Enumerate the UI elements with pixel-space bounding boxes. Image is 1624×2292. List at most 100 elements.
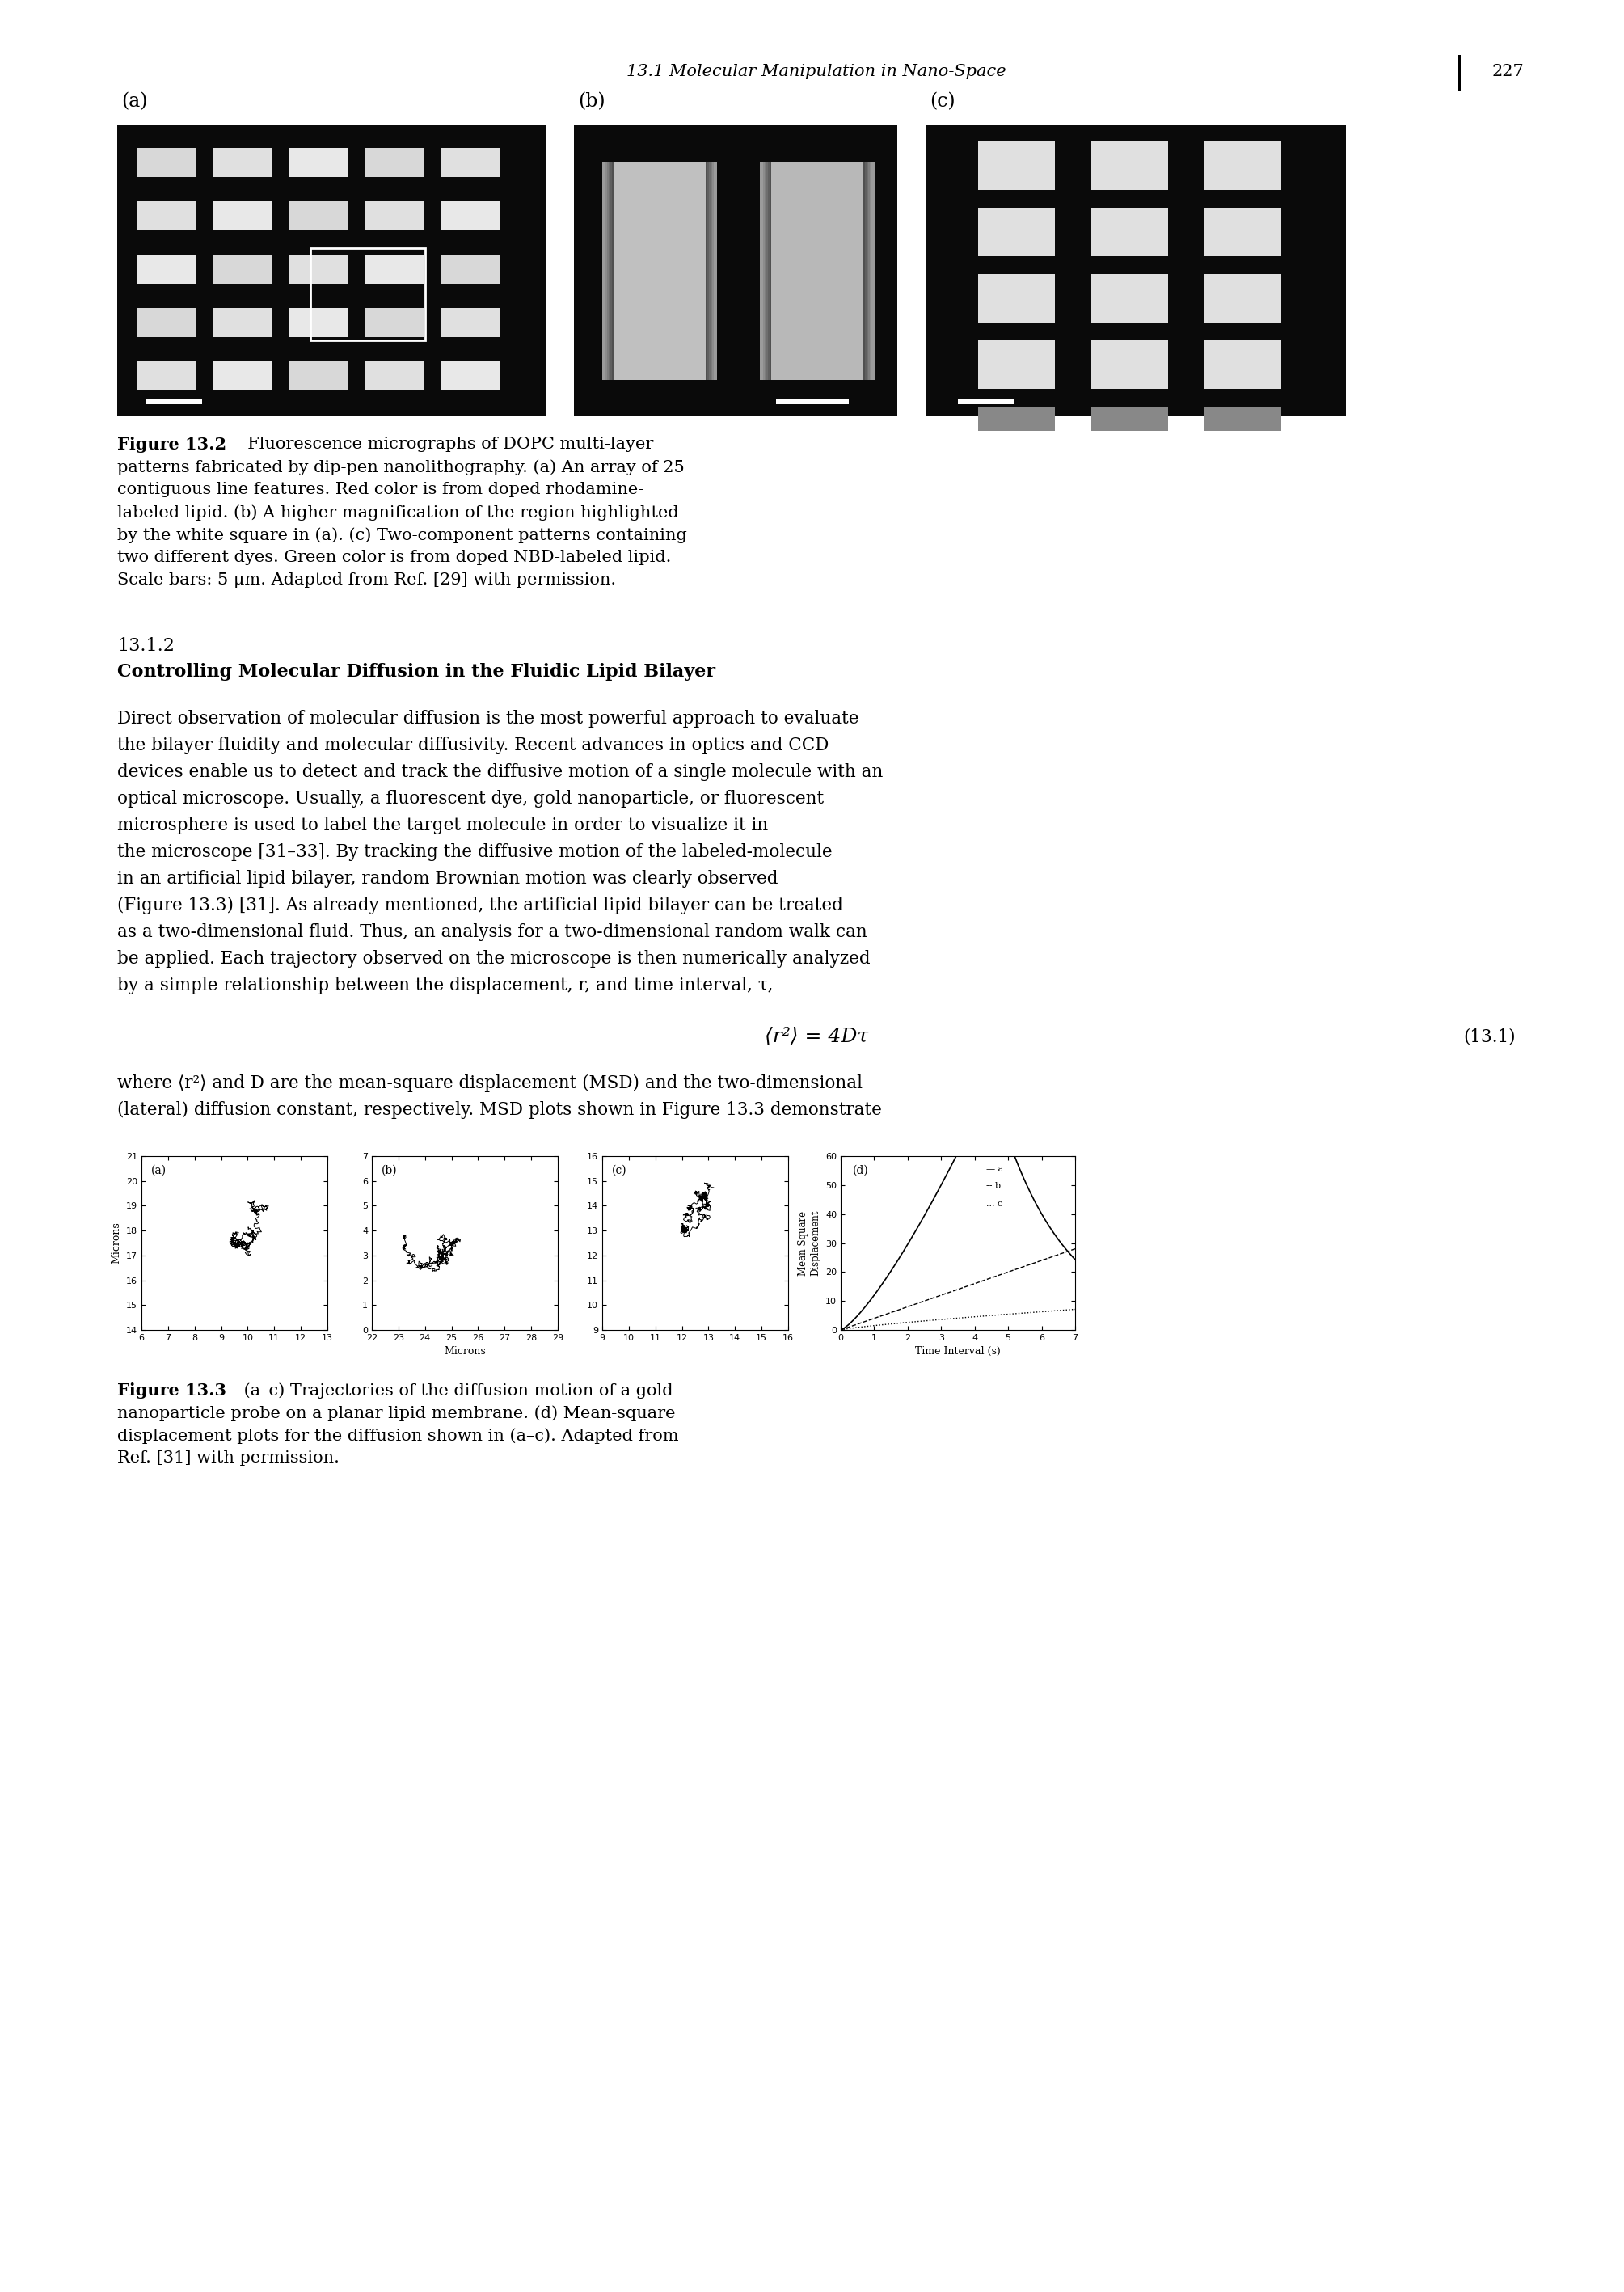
Bar (768, 163, 866, 380)
Text: (a–c) Trajectories of the diffusion motion of a gold: (a–c) Trajectories of the diffusion moti… (239, 1382, 672, 1398)
Bar (213, 362, 271, 390)
Text: (13.1): (13.1) (1463, 1027, 1515, 1045)
Text: (c): (c) (612, 1164, 627, 1176)
Bar (289, 149, 348, 176)
Bar (872, 163, 875, 380)
Text: 13.1.2: 13.1.2 (117, 637, 174, 656)
Bar (611, 163, 708, 380)
Bar (768, 163, 771, 380)
Bar (958, 399, 1015, 403)
Text: as a two-dimensional fluid. Thus, an analysis for a two-dimensional random walk : as a two-dimensional fluid. Thus, an ana… (117, 924, 867, 942)
Bar (611, 163, 614, 380)
Bar (365, 254, 424, 284)
Bar (289, 362, 348, 390)
Text: be applied. Each trajectory observed on the microscope is then numerically analy: be applied. Each trajectory observed on … (117, 949, 870, 967)
Text: in an artificial lipid bilayer, random Brownian motion was clearly observed: in an artificial lipid bilayer, random B… (117, 871, 778, 887)
Text: contiguous line features. Red color is from doped rhodamine-: contiguous line features. Red color is f… (117, 481, 643, 497)
Bar (1091, 275, 1168, 323)
Text: (a): (a) (122, 92, 148, 110)
Text: optical microscope. Usually, a fluorescent dye, gold nanoparticle, or fluorescen: optical microscope. Usually, a fluoresce… (117, 791, 823, 807)
Text: the microscope [31–33]. By tracking the diffusive motion of the labeled-molecule: the microscope [31–33]. By tracking the … (117, 843, 833, 862)
Y-axis label: Microns: Microns (110, 1222, 122, 1263)
Bar (978, 275, 1056, 323)
Text: by the white square in (a). (c) Two-component patterns containing: by the white square in (a). (c) Two-comp… (117, 527, 687, 543)
Bar (1091, 342, 1168, 390)
Text: Figure 13.3: Figure 13.3 (117, 1382, 226, 1398)
Text: 13.1 Molecular Manipulation in Nano-Space: 13.1 Molecular Manipulation in Nano-Spac… (627, 64, 1007, 78)
Bar (711, 163, 715, 380)
Bar (146, 399, 201, 403)
Bar (289, 254, 348, 284)
Text: microsphere is used to label the target molecule in order to visualize it in: microsphere is used to label the target … (117, 816, 768, 834)
Text: the bilayer fluidity and molecular diffusivity. Recent advances in optics and CC: the bilayer fluidity and molecular diffu… (117, 736, 828, 754)
Bar (978, 342, 1056, 390)
Bar (978, 406, 1056, 431)
Bar (926, 126, 1346, 417)
Bar (762, 163, 765, 380)
Bar (573, 126, 898, 417)
Bar (870, 163, 874, 380)
Bar (310, 248, 425, 342)
Text: devices enable us to detect and track the diffusive motion of a single molecule : devices enable us to detect and track th… (117, 763, 883, 782)
Bar (138, 149, 195, 176)
Bar (763, 163, 767, 380)
Text: by a simple relationship between the displacement, r, and time interval, τ,: by a simple relationship between the dis… (117, 976, 773, 995)
Text: Scale bars: 5 μm. Adapted from Ref. [29] with permission.: Scale bars: 5 μm. Adapted from Ref. [29]… (117, 573, 615, 587)
Bar (715, 163, 718, 380)
Bar (604, 163, 607, 380)
X-axis label: Time Interval (s): Time Interval (s) (916, 1345, 1000, 1357)
Bar (864, 163, 867, 380)
Bar (213, 307, 271, 337)
Text: — a: — a (986, 1164, 1004, 1174)
Bar (442, 362, 500, 390)
Bar (138, 362, 195, 390)
Bar (609, 163, 612, 380)
Text: patterns fabricated by dip-pen nanolithography. (a) An array of 25: patterns fabricated by dip-pen nanolitho… (117, 458, 684, 474)
Text: Fluorescence micrographs of DOPC multi-layer: Fluorescence micrographs of DOPC multi-l… (237, 435, 653, 452)
Bar (442, 307, 500, 337)
Bar (138, 202, 195, 231)
Bar (1091, 406, 1168, 431)
Bar (1458, 55, 1460, 92)
Bar (1205, 342, 1281, 390)
Bar (978, 209, 1056, 257)
Bar (706, 163, 710, 380)
Bar (365, 149, 424, 176)
Bar (607, 163, 611, 380)
Text: labeled lipid. (b) A higher magnification of the region highlighted: labeled lipid. (b) A higher magnificatio… (117, 504, 679, 520)
Text: ⟨r²⟩ = 4Dτ: ⟨r²⟩ = 4Dτ (765, 1027, 869, 1045)
Bar (213, 202, 271, 231)
Text: (Figure 13.3) [31]. As already mentioned, the artificial lipid bilayer can be tr: (Figure 13.3) [31]. As already mentioned… (117, 896, 843, 915)
Bar (760, 163, 763, 380)
Bar (442, 202, 500, 231)
Bar (776, 399, 849, 403)
X-axis label: Microns: Microns (443, 1345, 486, 1357)
Bar (1091, 209, 1168, 257)
Text: (a): (a) (151, 1164, 166, 1176)
Text: Direct observation of molecular diffusion is the most powerful approach to evalu: Direct observation of molecular diffusio… (117, 711, 859, 727)
Text: Figure 13.2: Figure 13.2 (117, 435, 226, 454)
Bar (603, 163, 606, 380)
Bar (978, 142, 1056, 190)
Bar (866, 163, 869, 380)
Text: (lateral) diffusion constant, respectively. MSD plots shown in Figure 13.3 demon: (lateral) diffusion constant, respective… (117, 1100, 882, 1118)
Bar (1205, 209, 1281, 257)
Bar (606, 163, 609, 380)
Text: (b): (b) (382, 1164, 396, 1176)
Bar (1091, 142, 1168, 190)
Text: Ref. [31] with permission.: Ref. [31] with permission. (117, 1451, 339, 1467)
Text: -- b: -- b (986, 1183, 1000, 1190)
Text: nanoparticle probe on a planar lipid membrane. (d) Mean-square: nanoparticle probe on a planar lipid mem… (117, 1405, 676, 1421)
Bar (213, 149, 271, 176)
Text: two different dyes. Green color is from doped NBD-labeled lipid.: two different dyes. Green color is from … (117, 550, 671, 566)
Text: displacement plots for the diffusion shown in (a–c). Adapted from: displacement plots for the diffusion sho… (117, 1428, 679, 1444)
Bar (365, 202, 424, 231)
Bar (289, 307, 348, 337)
Bar (765, 163, 768, 380)
Bar (708, 163, 711, 380)
Bar (767, 163, 770, 380)
Bar (289, 202, 348, 231)
Bar (138, 254, 195, 284)
Bar (213, 254, 271, 284)
Bar (710, 163, 713, 380)
